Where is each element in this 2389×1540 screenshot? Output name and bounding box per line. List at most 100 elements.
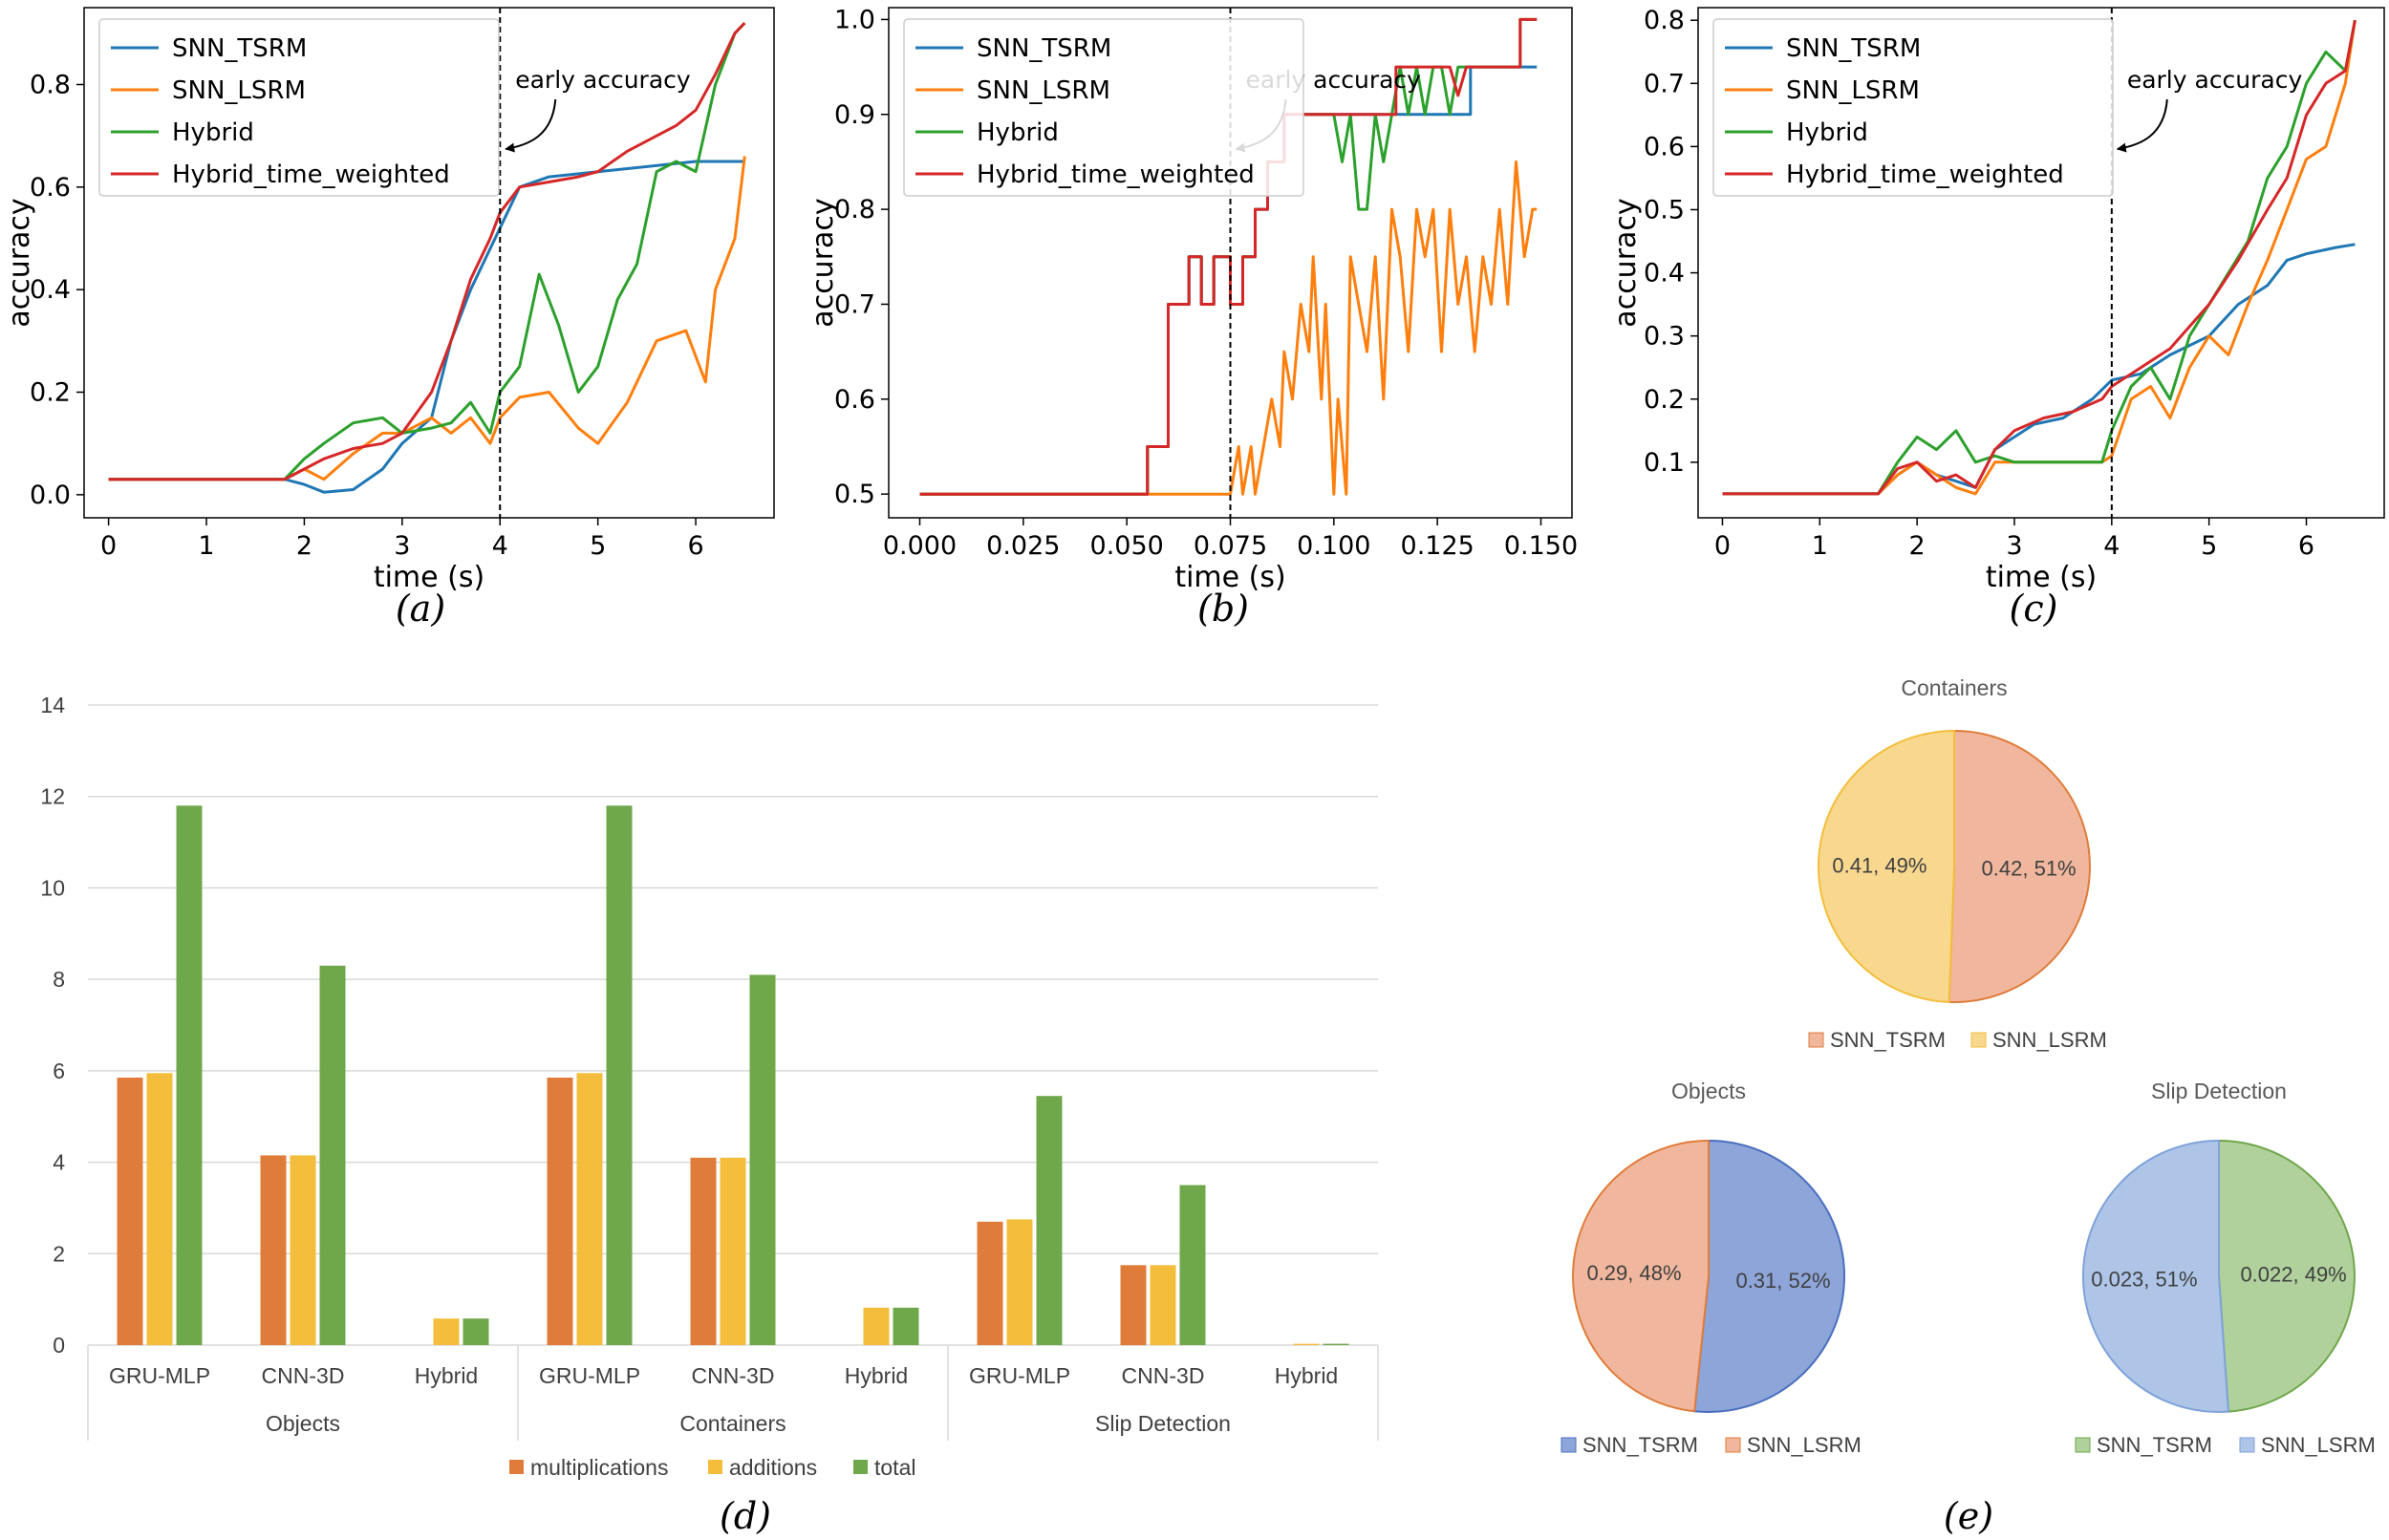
bar-multiplications bbox=[117, 1078, 143, 1345]
x-axis-label: time (s) bbox=[1174, 561, 1285, 594]
legend-label-total: total bbox=[874, 1455, 915, 1480]
legend-swatch-additions bbox=[708, 1460, 722, 1474]
pie-title: Objects bbox=[1671, 1079, 1746, 1103]
category-label: CNN-3D bbox=[1122, 1363, 1205, 1388]
pie-slice-label: 0.29, 48% bbox=[1586, 1261, 1681, 1285]
y-tick-label: 0.8 bbox=[834, 195, 875, 225]
legend-box bbox=[1712, 18, 2114, 197]
bar-total bbox=[1179, 1185, 1206, 1345]
y-tick-label: 0.9 bbox=[834, 100, 875, 130]
y-tick-label: 0.5 bbox=[1644, 195, 1685, 225]
legend-label-multiplications: multiplications bbox=[530, 1455, 668, 1480]
y-tick-label: 0.7 bbox=[834, 289, 875, 319]
legend-swatch-SNN_TSRM bbox=[1808, 1032, 1824, 1048]
legend-label-Hybrid: Hybrid bbox=[1786, 118, 1868, 147]
pie-slice-SNN_TSRM bbox=[1693, 1139, 1846, 1413]
series-line-SNN_TSRM bbox=[1722, 243, 2356, 496]
legend-label-Hybrid_time_weighted: Hybrid_time_weighted bbox=[977, 160, 1255, 189]
y-tick-label: 0.6 bbox=[1644, 132, 1685, 161]
legend-label-Hybrid: Hybrid bbox=[977, 118, 1059, 147]
legend-swatch-SNN_LSRM bbox=[1970, 1032, 1987, 1048]
bar-multiplications bbox=[690, 1157, 717, 1345]
x-tick-label: 0.075 bbox=[1194, 531, 1267, 561]
legend-label-SNN_LSRM: SNN_LSRM bbox=[172, 76, 306, 105]
x-tick-label: 0.000 bbox=[883, 531, 957, 561]
bar-additions bbox=[146, 1073, 173, 1346]
caption-b: (b) bbox=[1197, 588, 1249, 630]
line-chart-c: 0 1 2 3 4 5 6 0.1 0.2 0.3 0.4 0.5 0.6 0.7 0.8 time (s) a… bbox=[1609, 6, 2385, 594]
y-axis-label: accuracy bbox=[1609, 198, 1643, 327]
bar-total bbox=[319, 965, 346, 1345]
caption-e: (e) bbox=[1944, 1495, 1993, 1537]
bar-additions bbox=[1150, 1265, 1176, 1346]
bar-additions bbox=[720, 1157, 746, 1345]
x-tick-label: 3 bbox=[394, 531, 410, 561]
pie-slice-label: 0.022, 49% bbox=[2240, 1262, 2346, 1286]
category-label: CNN-3D bbox=[692, 1363, 775, 1388]
pie-slice-label: 0.31, 52% bbox=[1735, 1269, 1830, 1293]
y-tick-label: 0.1 bbox=[1644, 448, 1685, 478]
legend-label-SNN_TSRM: SNN_TSRM bbox=[977, 34, 1111, 63]
y-tick-label: 8 bbox=[53, 967, 65, 992]
x-tick-label: 4 bbox=[2103, 531, 2120, 561]
x-tick-label: 1 bbox=[198, 531, 214, 561]
category-label: GRU-MLP bbox=[969, 1363, 1070, 1388]
series-line-SNN_LSRM bbox=[919, 160, 1538, 496]
legend-label-Hybrid: Hybrid bbox=[172, 118, 254, 147]
caption-d: (d) bbox=[720, 1495, 771, 1537]
legend-swatch-SNN_TSRM bbox=[1560, 1437, 1577, 1453]
legend-label-additions: additions bbox=[729, 1455, 817, 1480]
legend-label-Hybrid_time_weighted: Hybrid_time_weighted bbox=[172, 160, 450, 189]
pie-slice-SNN_LSRM bbox=[2082, 1139, 2229, 1413]
pie-title: Containers bbox=[1901, 675, 2007, 700]
x-tick-label: 1 bbox=[1812, 531, 1828, 561]
bar-additions bbox=[1006, 1219, 1033, 1345]
bar-total bbox=[463, 1318, 489, 1345]
x-tick-label: 3 bbox=[2006, 531, 2022, 561]
legend-swatch-total bbox=[853, 1460, 868, 1474]
legend-box bbox=[903, 18, 1304, 197]
y-tick-label: 0.6 bbox=[834, 385, 875, 415]
category-label: CNN-3D bbox=[262, 1363, 345, 1388]
bar-total bbox=[1036, 1096, 1063, 1345]
x-tick-label: 2 bbox=[1909, 531, 1926, 561]
x-tick-label: 6 bbox=[2298, 531, 2314, 561]
caption-c: (c) bbox=[2010, 588, 2058, 630]
bar-multiplications bbox=[547, 1078, 573, 1345]
legend-label-SNN_LSRM: SNN_LSRM bbox=[2261, 1433, 2376, 1457]
y-tick-label: 2 bbox=[53, 1241, 65, 1266]
y-tick-label: 4 bbox=[53, 1150, 65, 1175]
bar-total bbox=[1323, 1343, 1349, 1345]
y-tick-label: 0.3 bbox=[1644, 322, 1685, 352]
x-tick-label: 0 bbox=[100, 531, 117, 561]
category-label: GRU-MLP bbox=[109, 1363, 210, 1388]
series-line-Hybrid bbox=[1722, 19, 2357, 496]
bar-total bbox=[606, 805, 633, 1345]
x-tick-label: 0 bbox=[1714, 531, 1731, 561]
y-tick-label: 0.6 bbox=[30, 173, 71, 203]
y-tick-label: 1.0 bbox=[834, 5, 875, 34]
legend-label-SNN_LSRM: SNN_LSRM bbox=[1747, 1433, 1862, 1457]
legend-swatch-SNN_TSRM bbox=[2075, 1437, 2091, 1453]
y-tick-label: 0.4 bbox=[30, 275, 71, 305]
y-tick-label: 0.8 bbox=[1644, 6, 1685, 35]
y-tick-label: 0.8 bbox=[30, 71, 71, 100]
pie-slice-label: 0.42, 51% bbox=[1982, 857, 2077, 881]
legend-label-SNN_TSRM: SNN_TSRM bbox=[1830, 1028, 1946, 1052]
x-tick-label: 2 bbox=[296, 531, 312, 561]
pie-slice-SNN_LSRM bbox=[1817, 729, 1955, 1003]
category-label: Hybrid bbox=[415, 1363, 478, 1388]
group-label: Slip Detection bbox=[1095, 1411, 1231, 1436]
category-label: Hybrid bbox=[845, 1363, 908, 1388]
y-tick-label: 10 bbox=[40, 875, 65, 900]
bar-total bbox=[176, 805, 203, 1345]
x-tick-label: 0.050 bbox=[1090, 531, 1164, 561]
bar-additions bbox=[863, 1307, 890, 1345]
y-tick-label: 0.4 bbox=[1644, 259, 1685, 289]
y-tick-label: 6 bbox=[53, 1059, 65, 1083]
bar-multiplications bbox=[260, 1155, 287, 1345]
plot-frame bbox=[83, 7, 775, 519]
legend-label-SNN_TSRM: SNN_TSRM bbox=[1582, 1433, 1698, 1457]
legend-swatch-SNN_LSRM bbox=[2239, 1437, 2255, 1453]
